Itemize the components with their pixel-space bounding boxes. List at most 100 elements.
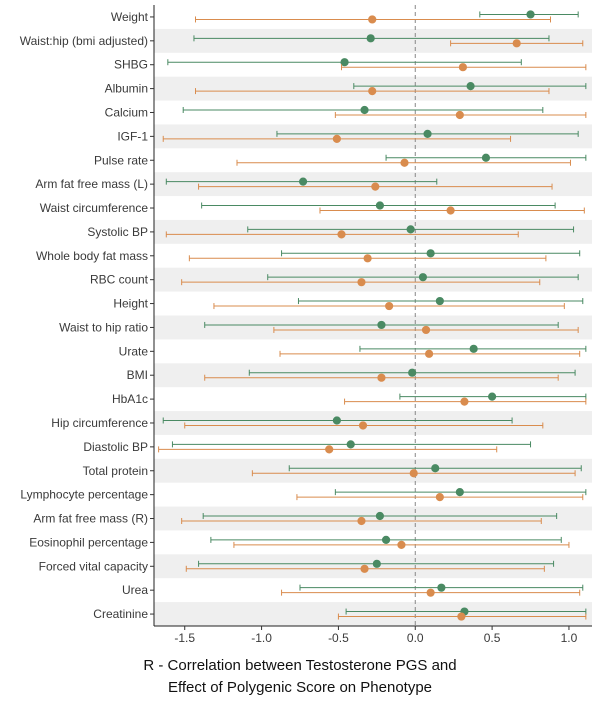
- data-point: [455, 110, 464, 120]
- row-band: [154, 267, 592, 292]
- x-tick-label: 0.0: [407, 631, 424, 645]
- data-point: [437, 583, 446, 592]
- data-point: [368, 15, 377, 24]
- x-tick-label: -1.5: [174, 631, 195, 645]
- x-tick-label: -1.0: [251, 631, 272, 645]
- data-point: [418, 273, 428, 282]
- category-label: RBC count: [90, 273, 149, 287]
- category-label: Urea: [122, 583, 148, 597]
- category-labels: Weight Waist:hip (bmi adjusted) SHBG Albumi…: [20, 10, 154, 621]
- data-point: [385, 301, 394, 311]
- data-point: [526, 10, 535, 19]
- x-axis-title-line-1: R - Correlation between Testosterone PGS…: [143, 657, 457, 674]
- data-point: [512, 39, 521, 48]
- data-point: [421, 325, 431, 335]
- row-band: [154, 458, 592, 483]
- data-point: [360, 564, 369, 573]
- data-point: [377, 320, 386, 330]
- data-point: [397, 540, 406, 550]
- data-point: [426, 588, 435, 597]
- category-label: HbA1c: [112, 392, 148, 406]
- row-band: [154, 602, 592, 626]
- category-label: Height: [113, 297, 148, 311]
- x-tick-label: -0.5: [328, 631, 349, 645]
- data-point: [337, 230, 346, 239]
- data-point: [375, 511, 385, 521]
- data-point: [446, 206, 455, 215]
- data-point: [340, 58, 349, 67]
- data-point: [455, 488, 464, 497]
- data-point: [381, 535, 391, 545]
- data-point: [488, 392, 497, 401]
- data-point: [368, 86, 377, 96]
- category-label: Systolic BP: [87, 225, 148, 239]
- category-label: Weight: [111, 10, 149, 24]
- data-point: [372, 559, 381, 568]
- series-layer: [158, 10, 587, 621]
- category-label: Waist to hip ratio: [59, 320, 148, 334]
- data-point: [357, 516, 366, 526]
- category-label: Eosinophil percentage: [29, 535, 148, 549]
- data-point: [460, 397, 469, 406]
- data-point: [435, 296, 444, 306]
- data-point: [371, 182, 380, 191]
- category-label: Diastolic BP: [83, 440, 148, 454]
- series-orange: [158, 15, 587, 621]
- data-point: [377, 373, 386, 382]
- row-band: [154, 219, 592, 244]
- data-point: [406, 225, 415, 234]
- data-point: [358, 421, 368, 430]
- category-label: IGF-1: [117, 129, 148, 143]
- data-point: [469, 344, 478, 353]
- category-label: Albumin: [105, 82, 148, 96]
- data-point: [457, 612, 466, 621]
- row-band: [154, 506, 592, 531]
- category-label: Calcium: [105, 105, 148, 119]
- data-point: [481, 153, 491, 162]
- row-band: [154, 363, 592, 388]
- category-label: BMI: [127, 368, 148, 382]
- data-point: [431, 464, 440, 473]
- series-green: [162, 10, 587, 616]
- x-tick-label: 1.0: [561, 631, 578, 645]
- category-label: Whole body fat mass: [36, 249, 148, 263]
- x-tick-label: 0.5: [484, 631, 501, 645]
- category-label: Arm fat free mass (L): [35, 177, 148, 191]
- data-point: [357, 278, 366, 287]
- category-label: Lymphocyte percentage: [20, 488, 148, 502]
- category-label: Waist circumference: [40, 201, 149, 215]
- data-point: [363, 254, 372, 263]
- data-point: [435, 493, 444, 502]
- data-point: [426, 249, 435, 258]
- x-ticks: -1.5 -1.0 -0.5 0.0 0.5 1.0: [174, 626, 578, 645]
- data-point: [458, 63, 468, 72]
- data-point: [360, 105, 369, 115]
- data-point: [466, 81, 475, 91]
- axes: [153, 5, 592, 627]
- row-bands: [154, 28, 592, 626]
- row-band: [154, 554, 592, 579]
- data-point: [423, 129, 432, 138]
- category-label: SHBG: [114, 58, 148, 72]
- data-point: [346, 440, 355, 449]
- data-point: [366, 34, 375, 43]
- data-point: [400, 158, 409, 167]
- row-band: [154, 315, 592, 340]
- data-point: [332, 416, 341, 425]
- data-point: [408, 368, 417, 377]
- x-axis-title-line-2: Effect of Polygenic Score on Phenotype: [167, 679, 433, 696]
- data-point: [298, 177, 308, 186]
- category-label: Arm fat free mass (R): [33, 512, 148, 526]
- data-point: [375, 201, 385, 210]
- category-label: Waist:hip (bmi adjusted): [20, 34, 148, 48]
- data-point: [424, 349, 434, 358]
- category-label: Forced vital capacity: [39, 559, 148, 573]
- category-label: Creatinine: [93, 607, 148, 621]
- row-band: [154, 124, 592, 149]
- data-point: [409, 469, 418, 478]
- category-label: Hip circumference: [51, 416, 148, 430]
- row-band: [154, 411, 592, 435]
- data-point: [325, 445, 334, 454]
